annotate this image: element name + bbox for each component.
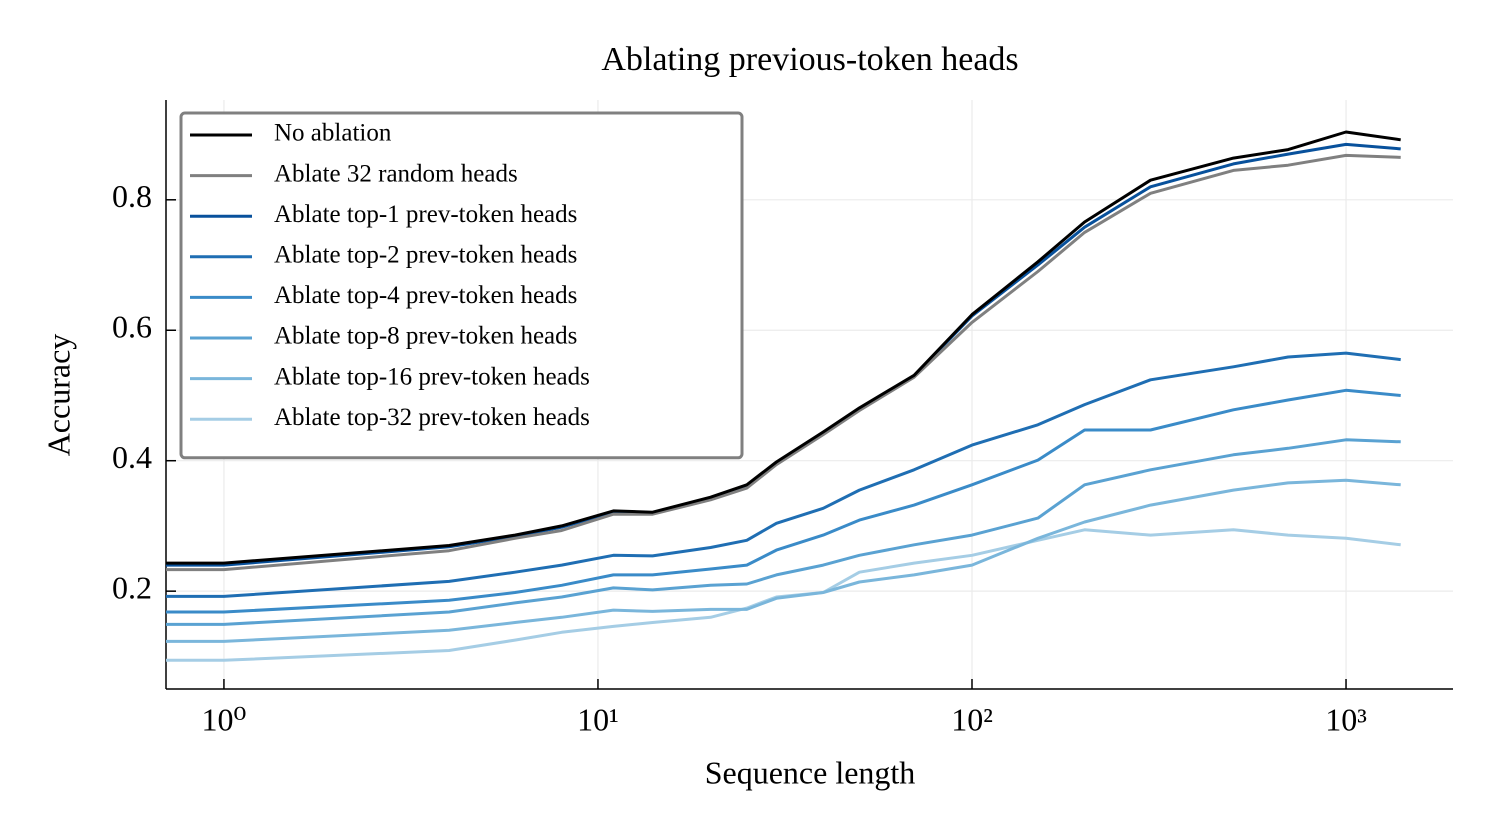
x-tick-label: 10²: [951, 701, 993, 737]
series-line: [166, 351, 1401, 598]
legend-label: Ablate top-2 prev-token heads: [274, 242, 577, 269]
x-tick-label: 10⁰: [202, 701, 247, 737]
series-line: [166, 388, 1401, 614]
legend: No ablation Ablate 32 random heads Ablate …: [179, 111, 744, 460]
series-line: [166, 153, 1401, 572]
legend-label: Ablate top-4 prev-token heads: [274, 282, 577, 309]
y-axis-label: Accuracy: [40, 334, 76, 457]
y-tick-label: 0.6: [112, 309, 152, 345]
series-line: [166, 438, 1401, 626]
legend-label: Ablate top-32 prev-token heads: [274, 404, 590, 431]
legend-label: Ablate top-16 prev-token heads: [274, 363, 590, 390]
series-line: [166, 478, 1401, 643]
x-tick-label: 10¹: [577, 701, 619, 737]
series-line: [166, 130, 1401, 565]
y-tick-label: 0.8: [112, 178, 152, 214]
chart-title: Ablating previous-token heads: [601, 41, 1018, 78]
y-tick-label: 0.4: [112, 439, 152, 475]
legend-label: Ablate 32 random heads: [274, 160, 518, 187]
legend-label: No ablation: [274, 120, 392, 147]
legend-label: Ablate top-8 prev-token heads: [274, 323, 577, 350]
x-axis-label: Sequence length: [705, 754, 916, 790]
legend-box: [179, 111, 744, 460]
y-tick-label: 0.2: [112, 570, 152, 606]
x-tick-label: 10³: [1325, 701, 1367, 737]
legend-label: Ablate top-1 prev-token heads: [274, 201, 577, 228]
